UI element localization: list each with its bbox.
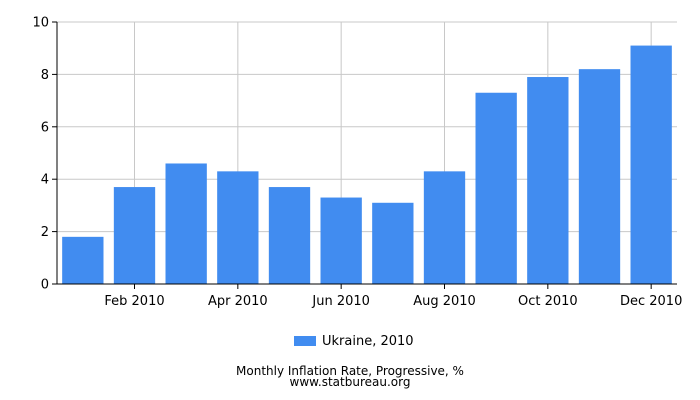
bar-aug-2010 bbox=[423, 171, 466, 284]
bar-sep-2010 bbox=[475, 92, 517, 285]
bar-mar-2010 bbox=[165, 163, 207, 284]
bar-oct-2010 bbox=[527, 77, 569, 285]
bar-nov-2010 bbox=[578, 69, 621, 284]
y-tick-label: 4 bbox=[41, 173, 49, 188]
bar-jul-2010 bbox=[372, 202, 414, 284]
legend: Ukraine, 2010 bbox=[294, 333, 414, 349]
x-tick-label: Feb 2010 bbox=[104, 294, 164, 309]
bar-dec-2010 bbox=[630, 45, 672, 284]
y-axis-ticks: 0 2 4 6 8 10 bbox=[32, 16, 57, 293]
axes bbox=[56, 22, 677, 285]
bar-may-2010 bbox=[268, 187, 311, 284]
y-tick-label: 8 bbox=[41, 68, 49, 83]
bar-jan-2010 bbox=[62, 236, 104, 284]
x-axis-ticks: Feb 2010 Apr 2010 Jun 2010 Aug 2010 Oct 2010… bbox=[104, 284, 682, 309]
x-tick-label: Jun 2010 bbox=[311, 294, 370, 309]
y-tick-label: 2 bbox=[41, 225, 49, 240]
legend-swatch bbox=[294, 336, 316, 346]
x-tick-label: Apr 2010 bbox=[208, 294, 268, 309]
bars bbox=[62, 45, 672, 285]
y-tick-label: 0 bbox=[41, 278, 49, 293]
x-tick-label: Oct 2010 bbox=[518, 294, 578, 309]
y-tick-label: 6 bbox=[41, 120, 49, 135]
bar-jun-2010 bbox=[320, 197, 362, 284]
legend-label: Ukraine, 2010 bbox=[322, 333, 414, 349]
x-tick-label: Dec 2010 bbox=[620, 294, 682, 309]
chart-title: Monthly Inflation Rate, Progressive, % bbox=[236, 364, 464, 378]
y-tick-label: 10 bbox=[32, 16, 49, 31]
bar-feb-2010 bbox=[113, 187, 156, 284]
chart-source: www.statbureau.org bbox=[289, 375, 411, 389]
x-tick-label: Aug 2010 bbox=[413, 294, 476, 309]
bar-apr-2010 bbox=[217, 171, 259, 284]
